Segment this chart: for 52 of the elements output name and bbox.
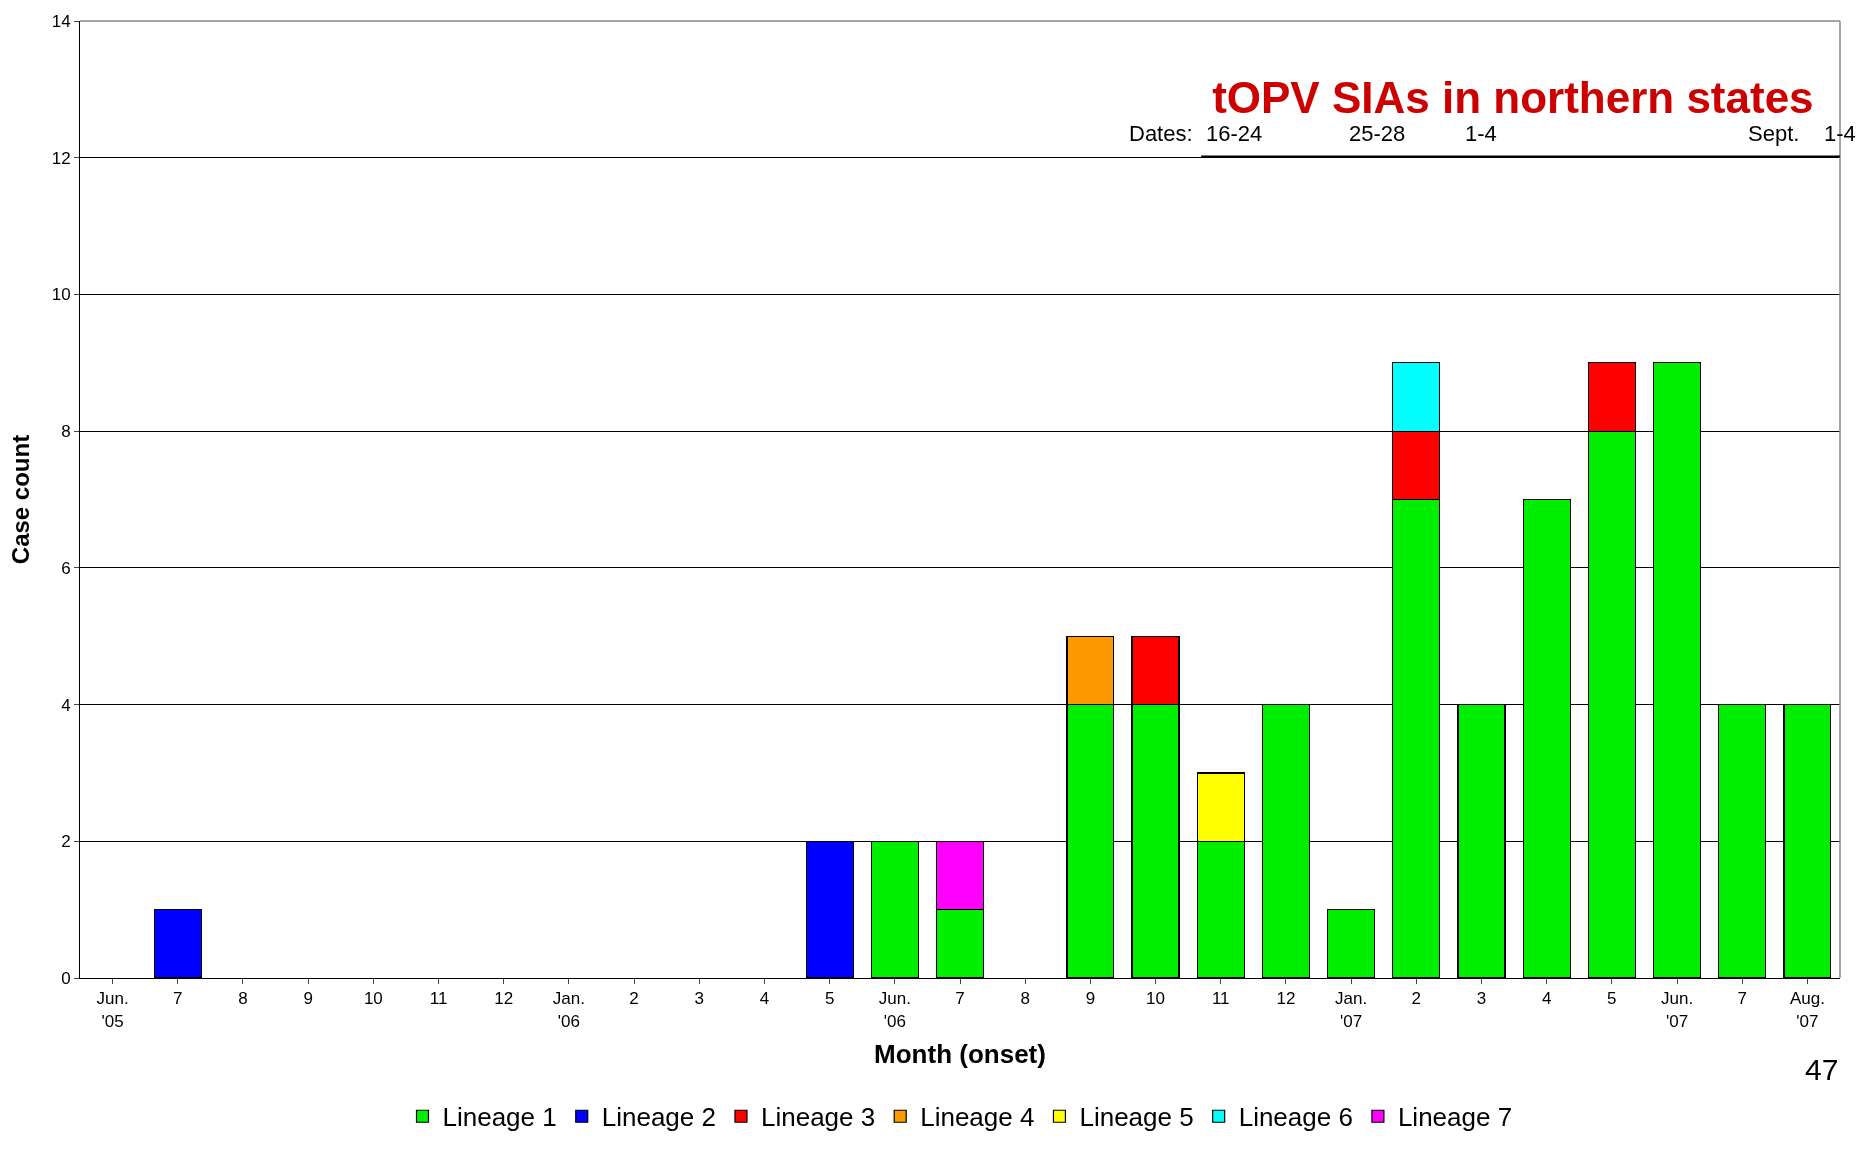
annotation: Dates:	[1129, 121, 1193, 146]
x-tick-label: Jun. '06	[878, 989, 911, 1031]
legend-label: Lineage 3	[760, 1102, 876, 1133]
y-tick-label: 14	[51, 11, 71, 31]
x-tick-label: 9	[1085, 989, 1096, 1009]
x-tick-label: 3	[694, 989, 704, 1009]
y-tick-label: 8	[61, 422, 71, 442]
x-tick-label: Jan. '06	[552, 989, 585, 1031]
x-tick-label: 8	[238, 989, 248, 1009]
x-tick-label: 2	[629, 989, 639, 1009]
annotation: 25-28	[1349, 121, 1406, 146]
x-tick-label: 8	[1020, 989, 1030, 1009]
x-tick-label: Jun. '07	[1660, 989, 1694, 1031]
y-tick-label: 10	[51, 285, 71, 305]
y-tick-label: 12	[51, 148, 71, 168]
y-axis-title: Case count	[6, 434, 34, 565]
y-tick-label: 4	[61, 695, 71, 715]
x-tick-label: Jun. '05	[96, 989, 129, 1031]
x-tick-label: 7	[173, 989, 183, 1009]
legend-label: Lineage 6	[1238, 1102, 1353, 1133]
x-tick-label: 11	[1211, 989, 1230, 1009]
x-tick-label: 10	[1146, 989, 1166, 1009]
x-axis-title: Month (onset)	[874, 1039, 1046, 1070]
annotation: 1-4	[1465, 121, 1497, 146]
x-tick-label: 7	[955, 989, 965, 1009]
x-tick-label: 10	[363, 989, 383, 1009]
legend-label: Lineage 7	[1397, 1102, 1513, 1133]
text: tOPV SIAs in northern states	[1212, 72, 1814, 122]
x-tick-label: 5	[824, 989, 835, 1009]
legend-label: Lineage 5	[1079, 1102, 1194, 1133]
legend-label: Lineage 2	[601, 1102, 716, 1133]
x-tick-label: 2	[1411, 989, 1422, 1009]
annotation: Sept.	[1748, 121, 1800, 146]
y-tick-label: 6	[61, 558, 71, 578]
x-tick-label: 4	[759, 989, 770, 1009]
legend-label: Lineage 1	[442, 1102, 557, 1133]
x-tick-label: 12	[1276, 989, 1296, 1009]
x-tick-label: 7	[1737, 989, 1747, 1009]
y-tick-label: 0	[61, 968, 71, 988]
x-tick-label: Jan. '07	[1335, 989, 1368, 1031]
x-tick-label: 4	[1541, 989, 1552, 1009]
x-tick-label: Aug. '07	[1789, 989, 1825, 1031]
y-tick-label: 2	[61, 832, 71, 852]
x-tick-label: 9	[303, 989, 313, 1009]
x-tick-label: 3	[1476, 989, 1487, 1009]
x-tick-label: 5	[1607, 989, 1617, 1009]
text: 47	[1805, 1053, 1839, 1086]
x-tick-label: 12	[494, 989, 514, 1009]
annotation: 1-4	[1824, 121, 1856, 146]
annotation: 16-24	[1206, 121, 1263, 146]
legend-label: Lineage 4	[920, 1102, 1035, 1133]
x-tick-label: 11	[429, 989, 448, 1009]
